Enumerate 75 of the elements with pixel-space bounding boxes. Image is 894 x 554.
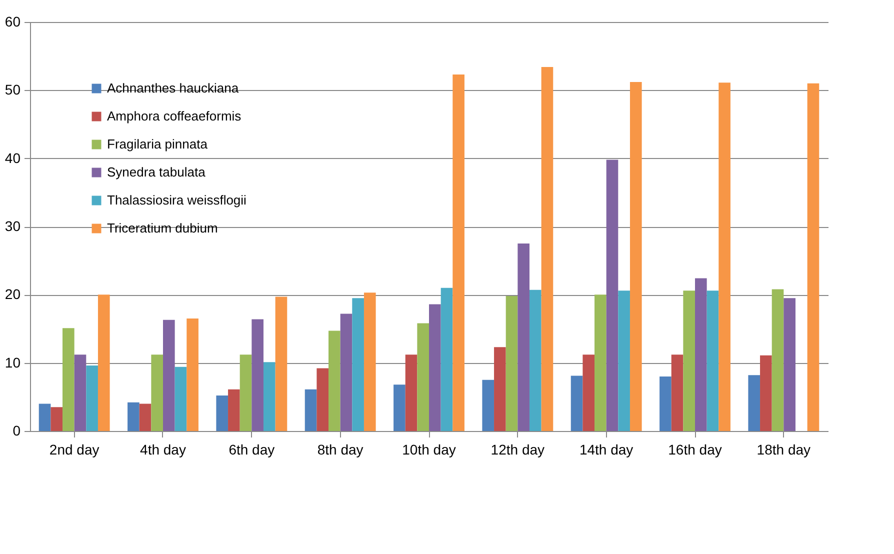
bar (50, 407, 63, 431)
bar (529, 290, 542, 431)
bar (304, 389, 317, 431)
legend-label: Fragilaria pinnata (107, 136, 208, 152)
y-tick-label: 0 (12, 422, 21, 438)
bar (316, 368, 329, 431)
bar (405, 354, 418, 431)
bar (772, 289, 784, 431)
bar (482, 380, 494, 431)
y-tick-label: 40 (4, 150, 21, 166)
bar (275, 296, 288, 431)
bar (62, 328, 74, 431)
x-tick-label: 18th day (756, 442, 811, 458)
bar (748, 375, 760, 431)
bar (630, 82, 642, 431)
bar (452, 74, 464, 431)
bar (163, 320, 175, 431)
bar (128, 402, 140, 431)
bar (683, 290, 695, 431)
bar (252, 319, 264, 431)
bar (718, 82, 730, 431)
bar (660, 376, 672, 431)
bar (671, 354, 684, 431)
legend-label: Synedra tabulata (107, 164, 206, 180)
bar (618, 290, 630, 431)
bar (186, 318, 198, 431)
legend-label: Triceratium dubium (107, 220, 218, 236)
bar (807, 83, 820, 431)
bar (364, 292, 376, 431)
y-tick-label: 20 (4, 286, 21, 302)
x-tick-label: 4th day (140, 442, 186, 458)
bar (570, 376, 583, 431)
bar (594, 294, 606, 431)
bar (784, 298, 796, 431)
bar (506, 296, 518, 431)
y-tick-label: 30 (4, 218, 21, 234)
bar (228, 389, 240, 431)
bar (98, 294, 110, 431)
x-tick-label: 2nd day (49, 442, 100, 458)
legend-label: Amphora coffeaeformis (107, 108, 242, 124)
x-tick-label: 12th day (490, 442, 545, 458)
y-tick-label: 60 (4, 14, 21, 30)
bar (86, 366, 98, 431)
legend-label: Thalassiosira weissflogii (107, 192, 247, 208)
bar (394, 384, 406, 431)
bar (541, 66, 554, 431)
bar (695, 278, 707, 431)
bar (518, 244, 530, 431)
bar (760, 355, 772, 431)
bar (706, 290, 719, 431)
bar (582, 354, 595, 431)
bar (216, 396, 228, 431)
x-tick-label: 10th day (402, 442, 456, 458)
y-tick-label: 10 (4, 354, 21, 370)
bar (174, 366, 187, 431)
y-tick-label: 50 (4, 82, 21, 98)
bar (606, 160, 618, 431)
bar (440, 288, 453, 431)
bar (263, 362, 276, 431)
bar (417, 323, 429, 431)
bar (494, 347, 506, 431)
bar (328, 330, 340, 431)
bar (240, 354, 252, 431)
bar (429, 304, 441, 431)
x-tick-label: 16th day (668, 442, 722, 458)
bar (74, 354, 86, 431)
x-tick-label: 14th day (579, 442, 634, 458)
bar (352, 298, 364, 431)
bar (139, 404, 152, 431)
bar (38, 404, 51, 431)
x-tick-label: 6th day (228, 442, 275, 458)
x-tick-label: 8th day (317, 442, 364, 458)
bar (340, 314, 352, 431)
legend-label: Achnanthes hauckiana (107, 80, 240, 96)
bar (151, 354, 163, 431)
